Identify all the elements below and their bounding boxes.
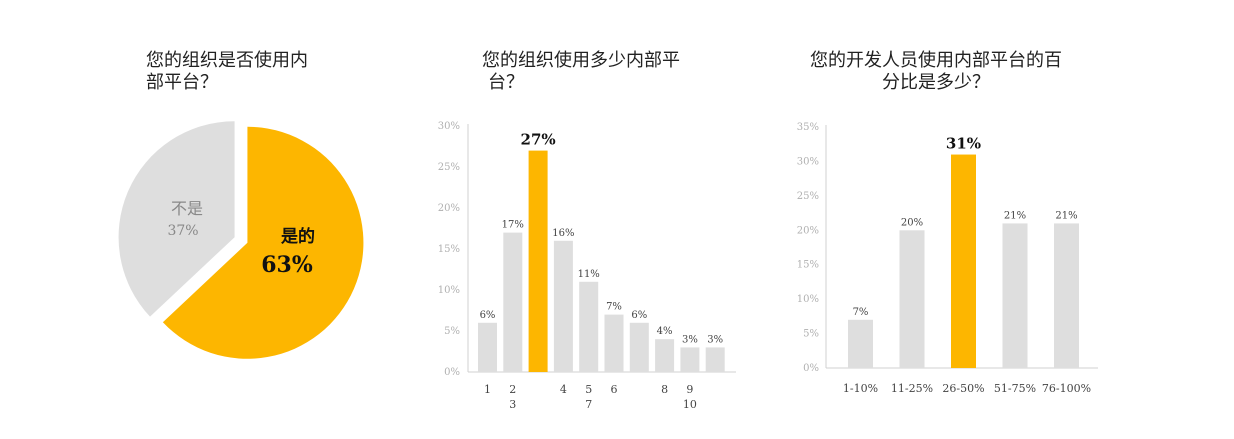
bar — [503, 232, 523, 372]
bar — [629, 322, 649, 372]
chart1-title-line2: 部平台？ — [146, 72, 218, 93]
x-category-label: 1-10% — [843, 382, 878, 395]
x-tick-label: 2 — [509, 383, 516, 396]
y-tick-label: 0% — [444, 367, 460, 378]
bar-value-label: 27% — [521, 131, 556, 149]
y-tick-label: 5% — [803, 329, 819, 340]
y-tick-label: 5% — [444, 326, 460, 337]
chart2-title: 您的组织使用多少内部平 台？ — [482, 50, 680, 94]
bar-value-label: 21% — [1004, 210, 1026, 221]
bar-value-label: 3% — [707, 334, 723, 345]
pie-slice-yes — [162, 126, 364, 359]
pie-slice-label: 不是 — [171, 199, 203, 218]
x-tick-label: 6 — [611, 383, 618, 396]
pie-chart: 是的 63% 不是 37% — [118, 121, 364, 359]
y-tick-label: 15% — [797, 260, 819, 271]
bar-value-label: 6% — [480, 310, 496, 321]
x-tick-label: 7 — [585, 398, 592, 411]
bar-value-label: 3% — [682, 334, 698, 345]
bar — [1054, 223, 1079, 368]
pie-slice-no — [118, 121, 235, 317]
bar-value-label: 17% — [502, 220, 524, 231]
x-tick-label: 8 — [661, 383, 668, 396]
chart3-title-line1: 您的开发人员使用内部平台的百 — [810, 50, 1062, 71]
bar-value-label: 21% — [1055, 210, 1077, 221]
x-category-label: 26-50% — [942, 382, 984, 395]
x-category-label: 51-75% — [994, 382, 1036, 395]
x-tick-label: 5 — [585, 383, 592, 396]
bar-value-label: 16% — [552, 228, 574, 239]
developer-share-bar-chart: 0% 5% 10% 15% 20% 25% 30% 35% 7% 20% 31% 21% 21% 1-10… — [797, 122, 1098, 395]
bar-value-label: 11% — [578, 269, 600, 280]
bar — [899, 230, 925, 368]
bar — [528, 150, 548, 372]
y-tick-label: 20% — [797, 225, 819, 236]
bar-value-label: 4% — [657, 326, 673, 337]
x-tick-label: 3 — [509, 398, 516, 411]
x-category-label: 11-25% — [891, 382, 933, 395]
x-tick-label: 1 — [484, 383, 491, 396]
x-category-label: 76-100% — [1042, 382, 1091, 395]
y-tick-label: 30% — [438, 121, 460, 132]
y-tick-label: 10% — [438, 285, 460, 296]
chart3-title: 您的开发人员使用内部平台的百 分比是多少？ — [810, 50, 1062, 94]
pie-slice-label: 是的 — [281, 226, 315, 247]
chart2-title-line2: 台？ — [488, 72, 524, 93]
bar-value-label: 20% — [901, 217, 923, 228]
y-tick-label: 10% — [797, 294, 819, 305]
bar — [1002, 223, 1028, 368]
y-tick-label: 35% — [797, 122, 819, 133]
bar-value-label: 7% — [853, 307, 869, 318]
bar — [478, 322, 497, 372]
bar — [604, 314, 624, 372]
chart2-title-line1: 您的组织使用多少内部平 — [482, 50, 680, 71]
y-tick-label: 25% — [797, 191, 819, 202]
bar — [705, 347, 725, 372]
y-tick-label: 25% — [438, 162, 460, 173]
chart3-title-line2: 分比是多少？ — [882, 72, 990, 93]
bar — [579, 281, 599, 372]
chart1-title: 您的组织是否使用内 部平台？ — [146, 50, 308, 94]
x-tick-label: 10 — [683, 398, 697, 411]
bar — [655, 339, 675, 372]
bar-value-label: 31% — [946, 135, 981, 153]
bar — [951, 154, 976, 368]
chart1-title-line1: 您的组织是否使用内 — [146, 50, 308, 71]
pie-slice-value: 37% — [167, 223, 198, 239]
bar — [553, 240, 573, 372]
y-tick-label: 15% — [438, 244, 460, 255]
y-tick-label: 20% — [438, 203, 460, 214]
bar-value-label: 7% — [606, 302, 622, 313]
bar — [848, 319, 873, 368]
pie-slice-value: 63% — [261, 252, 313, 278]
bar-value-label: 6% — [631, 310, 647, 321]
y-tick-label: 0% — [803, 363, 819, 374]
bar — [680, 347, 700, 372]
x-tick-label: 4 — [560, 383, 567, 396]
x-tick-label: 9 — [686, 383, 693, 396]
y-tick-label: 30% — [797, 156, 819, 167]
platform-count-bar-chart: 0% 5% 10% 15% 20% 25% 30% 6% 17% 27% 16% 11% 7% 6% 4% 3… — [438, 121, 736, 411]
